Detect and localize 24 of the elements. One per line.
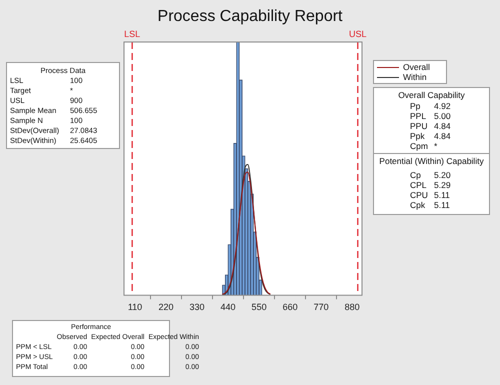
text: Cpk 5.11 bbox=[410, 200, 450, 210]
chart-title: Process Capability Report bbox=[156, 8, 344, 26]
text: PPL 5.00 bbox=[410, 111, 451, 121]
text: Cpm * bbox=[410, 141, 438, 151]
text: CPL 5.29 bbox=[410, 180, 451, 190]
x-tick-label: 550 bbox=[252, 302, 267, 312]
x-tick-label: 440 bbox=[220, 302, 236, 312]
text: Cp 5.20 bbox=[410, 170, 451, 180]
text: Pp 4.92 bbox=[410, 101, 451, 111]
text: PPU 4.84 bbox=[410, 121, 451, 131]
text: Potential (Within) Capability bbox=[378, 156, 485, 167]
x-tick-label: 660 bbox=[282, 302, 298, 312]
x-tick-label: 220 bbox=[158, 302, 174, 312]
x-tick-label: 770 bbox=[314, 302, 329, 312]
text: Ppk 4.84 bbox=[410, 131, 451, 141]
ref-line-label: USL bbox=[349, 28, 367, 39]
x-tick-label: 110 bbox=[128, 302, 142, 312]
text: CPU 5.11 bbox=[410, 190, 450, 200]
x-tick-label: 330 bbox=[190, 302, 205, 312]
text: Overall Capability bbox=[397, 90, 466, 101]
legend-label: Overall bbox=[403, 62, 430, 72]
legend-label: Within bbox=[403, 72, 427, 82]
x-tick-label: 880 bbox=[344, 302, 360, 312]
ref-line-label: LSL bbox=[124, 28, 140, 39]
